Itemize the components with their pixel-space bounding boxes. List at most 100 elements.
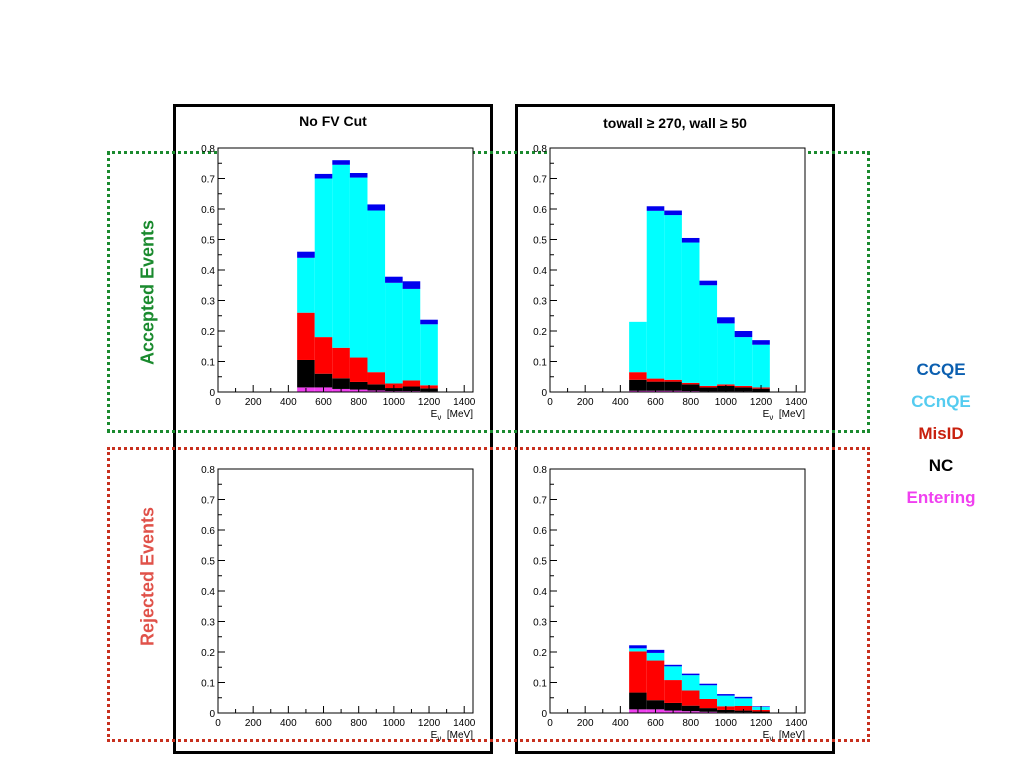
x-tick-label: 0 xyxy=(547,397,553,408)
bar-ccqe-bin-2 xyxy=(664,664,682,667)
x-tick-label: 200 xyxy=(577,397,594,408)
bar-ccnqe-bin-4 xyxy=(699,685,718,699)
x-tick-label: 800 xyxy=(350,397,367,408)
column-frame-no-fv xyxy=(173,104,493,754)
bar-ccqe-bin-6 xyxy=(734,331,753,338)
x-tick-label: 400 xyxy=(612,397,629,408)
y-tick-label: 0.1 xyxy=(533,679,547,690)
bar-ccnqe-bin-3 xyxy=(681,675,700,691)
y-tick-label: 0 xyxy=(541,709,547,720)
y-tick-label: 0.6 xyxy=(201,205,215,216)
bar-misid-bin-4 xyxy=(699,385,718,388)
x-tick-label: 600 xyxy=(647,718,664,729)
x-tick-label: 1000 xyxy=(383,718,406,729)
bar-ccqe-bin-2 xyxy=(332,160,350,165)
y-tick-label: 0.7 xyxy=(201,175,215,186)
bar-nc-bin-0 xyxy=(297,359,315,388)
bar-ccnqe-bin-1 xyxy=(646,210,665,379)
row-frame-rejected xyxy=(107,447,870,742)
bar-misid-bin-6 xyxy=(734,705,753,711)
y-tick-label: 0.8 xyxy=(533,144,547,155)
y-tick-label: 0.4 xyxy=(201,266,215,277)
bar-ccnqe-bin-1 xyxy=(314,178,333,338)
x-tick-label: 1000 xyxy=(715,397,738,408)
y-tick-label: 0.5 xyxy=(201,557,215,568)
x-tick-label: 400 xyxy=(280,397,297,408)
bar-nc-bin-1 xyxy=(646,700,665,710)
y-tick-label: 0.4 xyxy=(533,266,547,277)
y-tick-label: 0.1 xyxy=(201,679,215,690)
y-tick-label: 0.7 xyxy=(533,496,547,507)
y-tick-label: 0.5 xyxy=(201,236,215,247)
bar-ccnqe-bin-3 xyxy=(681,242,700,383)
bar-ccnqe-bin-5 xyxy=(717,695,735,707)
x-tick-label: 0 xyxy=(547,718,553,729)
bar-ccnqe-bin-2 xyxy=(664,666,682,681)
bar-ccqe-bin-3 xyxy=(681,237,700,243)
bar-misid-bin-2 xyxy=(664,379,682,382)
x-tick-label: 400 xyxy=(280,718,297,729)
bar-ccnqe-bin-4 xyxy=(699,285,718,386)
y-tick-label: 0.7 xyxy=(201,496,215,507)
bar-ccnqe-bin-2 xyxy=(664,215,682,380)
bar-ccqe-bin-5 xyxy=(385,276,403,283)
x-tick-label: 1400 xyxy=(785,397,808,408)
bar-nc-bin-1 xyxy=(314,373,333,388)
y-tick-label: 0.2 xyxy=(533,327,547,338)
y-tick-label: 0.8 xyxy=(201,465,215,476)
y-tick-label: 0 xyxy=(209,709,215,720)
x-tick-label: 0 xyxy=(215,397,221,408)
bar-ccqe-bin-0 xyxy=(297,251,315,258)
plot-background xyxy=(218,469,473,713)
bar-nc-bin-0 xyxy=(629,379,647,391)
x-tick-label: 0 xyxy=(215,718,221,729)
x-axis-label: Eν [MeV] xyxy=(431,409,474,422)
bar-misid-bin-6 xyxy=(734,385,753,388)
bar-ccqe-bin-4 xyxy=(367,204,386,211)
bar-ccnqe-bin-6 xyxy=(734,337,753,386)
bar-nc-bin-2 xyxy=(664,381,682,391)
bar-ccnqe-bin-7 xyxy=(420,324,438,386)
bar-ccqe-bin-3 xyxy=(349,173,368,178)
y-tick-label: 0.4 xyxy=(201,587,215,598)
x-tick-label: 1400 xyxy=(453,397,476,408)
x-tick-label: 800 xyxy=(682,397,699,408)
bar-misid-bin-1 xyxy=(646,660,665,701)
x-tick-label: 1400 xyxy=(785,718,808,729)
bar-ccnqe-bin-5 xyxy=(385,282,403,384)
bar-ccnqe-bin-0 xyxy=(297,257,315,313)
bar-misid-bin-2 xyxy=(664,680,682,703)
x-tick-label: 1000 xyxy=(715,718,738,729)
bar-ccqe-bin-1 xyxy=(646,206,665,211)
x-axis-label: Eν [MeV] xyxy=(763,409,806,422)
bar-misid-bin-4 xyxy=(699,698,718,709)
bar-misid-bin-0 xyxy=(629,372,647,380)
bar-ccnqe-bin-4 xyxy=(367,210,386,373)
bar-misid-bin-6 xyxy=(402,380,421,387)
y-tick-label: 0.3 xyxy=(201,618,215,629)
bar-ccnqe-bin-1 xyxy=(646,652,665,661)
x-tick-label: 1200 xyxy=(418,718,441,729)
bar-ccnqe-bin-6 xyxy=(402,288,421,381)
bar-misid-bin-3 xyxy=(681,690,700,706)
row-frame-accepted xyxy=(107,151,870,433)
legend-item-entering: Entering xyxy=(906,488,976,507)
bar-misid-bin-3 xyxy=(349,357,368,382)
bar-misid-bin-1 xyxy=(646,378,665,382)
column-frame-fv xyxy=(515,104,835,754)
bar-ccqe-bin-1 xyxy=(314,173,333,179)
x-tick-label: 800 xyxy=(682,718,699,729)
bar-ccqe-bin-7 xyxy=(752,340,770,345)
bar-ccqe-bin-5 xyxy=(717,694,735,696)
plot-rejected-no-fv: 0 0.1 0.2 0.3 0.4 0.5 0.6 0.7 0.8 0 200 400 600 800 10… xyxy=(201,465,476,743)
bar-ccnqe-bin-0 xyxy=(629,321,647,373)
bar-nc-bin-0 xyxy=(629,692,647,710)
x-tick-label: 1200 xyxy=(750,397,773,408)
bar-misid-bin-3 xyxy=(681,382,700,385)
y-tick-label: 0.5 xyxy=(533,236,547,247)
bar-misid-bin-2 xyxy=(332,347,350,379)
x-tick-label: 400 xyxy=(612,718,629,729)
y-tick-label: 0.2 xyxy=(201,327,215,338)
bar-ccqe-bin-7 xyxy=(420,319,438,325)
y-tick-label: 0 xyxy=(209,388,215,399)
